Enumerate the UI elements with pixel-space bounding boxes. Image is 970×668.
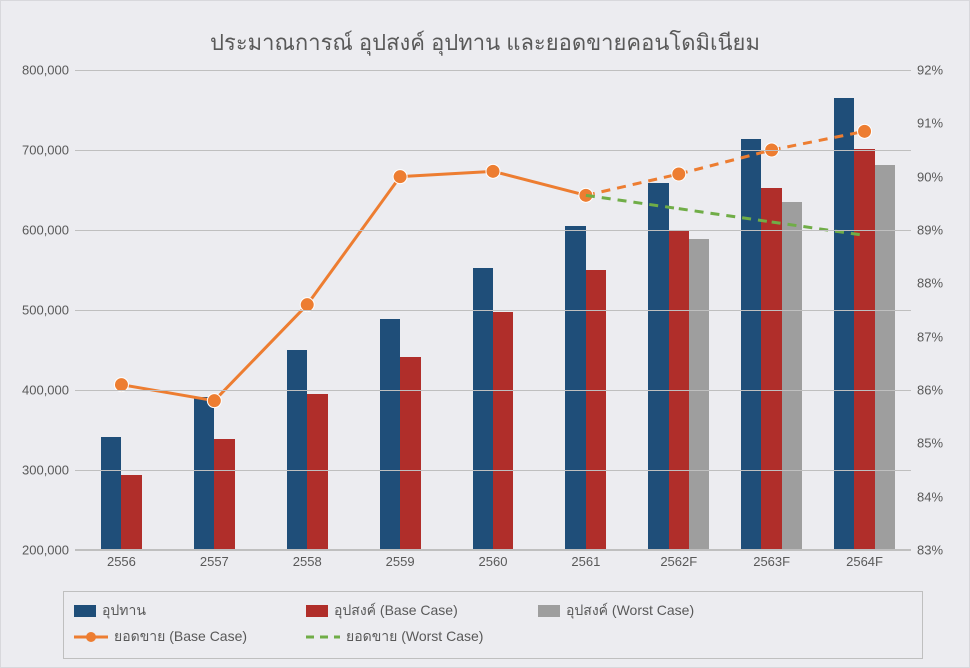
y-right-tick: 91%	[917, 116, 957, 131]
y-right-tick: 85%	[917, 436, 957, 451]
legend-item-sales_worst: ยอดขาย (Worst Case)	[306, 626, 516, 648]
gridline	[75, 70, 911, 71]
legend-label: ยอดขาย (Base Case)	[114, 626, 247, 648]
legend-item-demand_base: อุปสงค์ (Base Case)	[306, 600, 516, 622]
bar-demand_base	[493, 312, 513, 549]
x-tick: 2562F	[660, 554, 697, 569]
y-right-tick: 86%	[917, 383, 957, 398]
x-tick: 2558	[293, 554, 322, 569]
bar-demand_worst	[875, 165, 895, 549]
x-axis: 2556 2557 2558 2559 2560 2561 2562F 2563F 2564F	[75, 554, 911, 576]
gridline	[75, 470, 911, 471]
x-tick: 2556	[107, 554, 136, 569]
legend-row: ยอดขาย (Base Case) ยอดขาย (Worst Case)	[74, 626, 912, 652]
y-left-tick: 700,000	[13, 143, 69, 158]
bar-supply	[101, 437, 121, 549]
x-tick: 2559	[386, 554, 415, 569]
gridline	[75, 390, 911, 391]
y-right-tick: 83%	[917, 543, 957, 558]
y-right-tick: 84%	[917, 489, 957, 504]
bar-supply	[287, 350, 307, 549]
x-tick: 2557	[200, 554, 229, 569]
legend-label: อุปสงค์ (Base Case)	[334, 600, 458, 622]
bar-demand_base	[307, 394, 327, 549]
legend-item-demand_worst: อุปสงค์ (Worst Case)	[538, 600, 748, 622]
x-tick: 2560	[479, 554, 508, 569]
legend-item-supply: อุปทาน	[74, 600, 284, 622]
bar-demand_base	[214, 439, 234, 549]
bar-supply	[741, 139, 761, 549]
y-left-tick: 500,000	[13, 303, 69, 318]
y-axis-left: 200,000300,000400,000500,000600,000700,0…	[13, 70, 69, 550]
legend-swatch	[306, 605, 328, 617]
bar-supply	[834, 98, 854, 549]
y-right-tick: 92%	[917, 63, 957, 78]
bar-supply	[194, 397, 214, 549]
legend-swatch	[74, 630, 108, 644]
y-right-tick: 88%	[917, 276, 957, 291]
x-tick: 2561	[571, 554, 600, 569]
chart-title: ประมาณการณ์ อุปสงค์ อุปทาน และยอดขายคอนโ…	[13, 11, 957, 70]
legend-item-sales_base: ยอดขาย (Base Case)	[74, 626, 284, 648]
bar-demand_worst	[782, 202, 802, 549]
bar-supply	[380, 319, 400, 549]
gridline	[75, 150, 911, 151]
plot-area	[75, 70, 911, 550]
x-tick: 2564F	[846, 554, 883, 569]
legend-swatch	[538, 605, 560, 617]
gridline	[75, 230, 911, 231]
y-left-tick: 600,000	[13, 223, 69, 238]
x-tick: 2563F	[753, 554, 790, 569]
bar-demand_base	[400, 357, 420, 549]
gridline	[75, 310, 911, 311]
bar-supply	[565, 226, 585, 549]
y-left-tick: 300,000	[13, 463, 69, 478]
legend-label: อุปสงค์ (Worst Case)	[566, 600, 694, 622]
legend-label: อุปทาน	[102, 600, 146, 622]
bar-demand_base	[586, 270, 606, 549]
legend: อุปทาน อุปสงค์ (Base Case) อุปสงค์ (Worst …	[63, 591, 923, 659]
y-left-tick: 400,000	[13, 383, 69, 398]
y-axis-right: 83%84%85%86%87%88%89%90%91%92%	[917, 70, 957, 550]
bar-demand_base	[121, 475, 141, 549]
bar-demand_worst	[689, 239, 709, 549]
chart-container: ประมาณการณ์ อุปสงค์ อุปทาน และยอดขายคอนโ…	[0, 0, 970, 668]
legend-swatch	[306, 630, 340, 644]
y-left-tick: 800,000	[13, 63, 69, 78]
plot-wrap: 200,000 300,000 400,000 500,000 600,000 700,0…	[13, 70, 957, 580]
legend-row: อุปทาน อุปสงค์ (Base Case) อุปสงค์ (Worst …	[74, 600, 912, 626]
legend-swatch	[74, 605, 96, 617]
y-left-tick: 200,000	[13, 543, 69, 558]
bar-demand_base	[854, 149, 874, 549]
y-right-tick: 87%	[917, 329, 957, 344]
gridline	[75, 550, 911, 551]
bar-demand_base	[761, 188, 781, 549]
y-right-tick: 89%	[917, 223, 957, 238]
y-right-tick: 90%	[917, 169, 957, 184]
legend-label: ยอดขาย (Worst Case)	[346, 626, 483, 648]
bar-supply	[648, 183, 668, 549]
